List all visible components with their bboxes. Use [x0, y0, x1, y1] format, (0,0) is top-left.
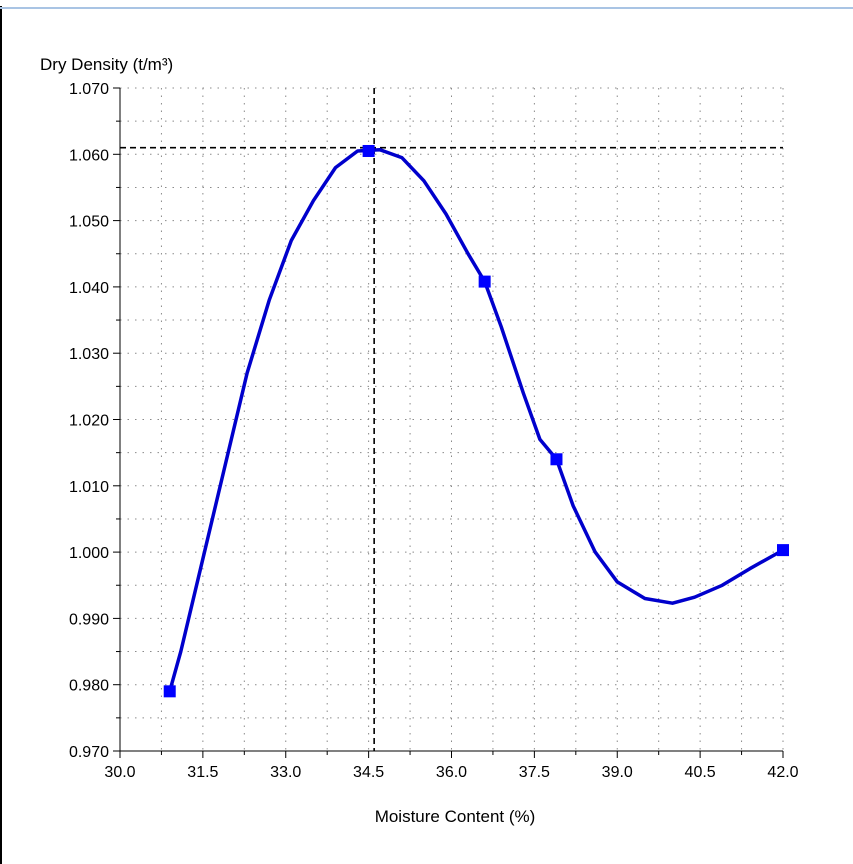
x-tick-label: 40.5	[685, 764, 716, 781]
data-point-marker	[550, 453, 563, 466]
data-point-marker	[777, 544, 789, 557]
y-tick-label: 1.000	[69, 545, 109, 562]
tick-labels: 0.970 0.980 0.990 1.000 1.010 1.020 1.030 1.040…	[69, 81, 799, 781]
x-tick-label: 34.5	[353, 764, 384, 781]
y-axis-label: Dry Density (t/m³)	[40, 55, 173, 74]
data-point-marker	[478, 275, 491, 288]
window-top-border	[0, 7, 853, 9]
y-tick-label: 1.010	[69, 479, 109, 496]
x-tick-label: 39.0	[602, 764, 633, 781]
y-tick-label: 0.980	[69, 678, 109, 695]
x-tick-label: 37.5	[519, 764, 550, 781]
x-tick-label: 31.5	[187, 764, 218, 781]
reference-lines	[120, 88, 783, 751]
x-tick-label: 30.0	[104, 764, 135, 781]
y-tick-label: 1.040	[69, 280, 109, 297]
y-tick-label: 1.060	[69, 147, 109, 164]
y-tick-label: 1.030	[69, 346, 109, 363]
x-tick-label: 42.0	[767, 764, 798, 781]
x-tick-label: 33.0	[270, 764, 301, 781]
x-tick-label: 36.0	[436, 764, 467, 781]
y-tick-label: 0.990	[69, 611, 109, 628]
y-tick-label: 1.020	[69, 413, 109, 430]
tick-marks	[113, 87, 784, 758]
series-line	[167, 147, 785, 694]
window-top-strip	[0, 0, 853, 6]
y-tick-label: 0.970	[69, 744, 109, 761]
data-series	[167, 147, 785, 694]
grid-lines	[120, 87, 784, 751]
y-tick-label: 1.070	[69, 81, 109, 98]
data-markers	[163, 144, 789, 698]
y-tick-label: 1.050	[69, 214, 109, 231]
x-axis-label: Moisture Content (%)	[375, 807, 536, 826]
data-point-marker	[362, 144, 375, 157]
data-point-marker	[163, 685, 176, 698]
